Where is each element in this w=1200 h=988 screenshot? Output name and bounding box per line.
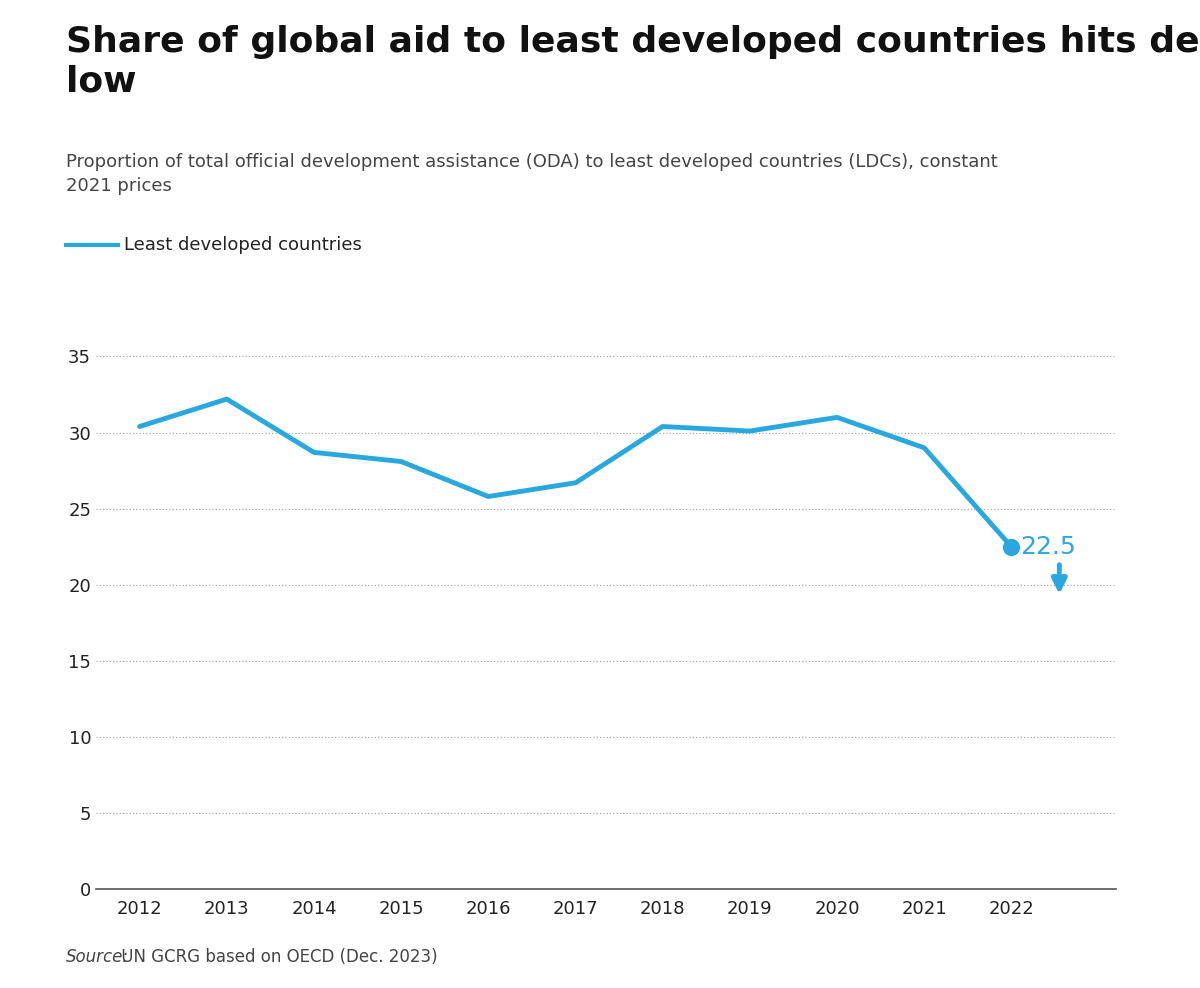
Text: Least developed countries: Least developed countries (124, 236, 361, 254)
Text: UN GCRG based on OECD (Dec. 2023): UN GCRG based on OECD (Dec. 2023) (116, 948, 438, 966)
Text: Share of global aid to least developed countries hits decade
low: Share of global aid to least developed c… (66, 25, 1200, 98)
FancyArrowPatch shape (1054, 565, 1066, 589)
Point (1002, 538, 1021, 554)
Text: 22.5: 22.5 (1020, 535, 1076, 559)
Text: Proportion of total official development assistance (ODA) to least developed cou: Proportion of total official development… (66, 153, 997, 195)
Text: Source:: Source: (66, 948, 130, 966)
